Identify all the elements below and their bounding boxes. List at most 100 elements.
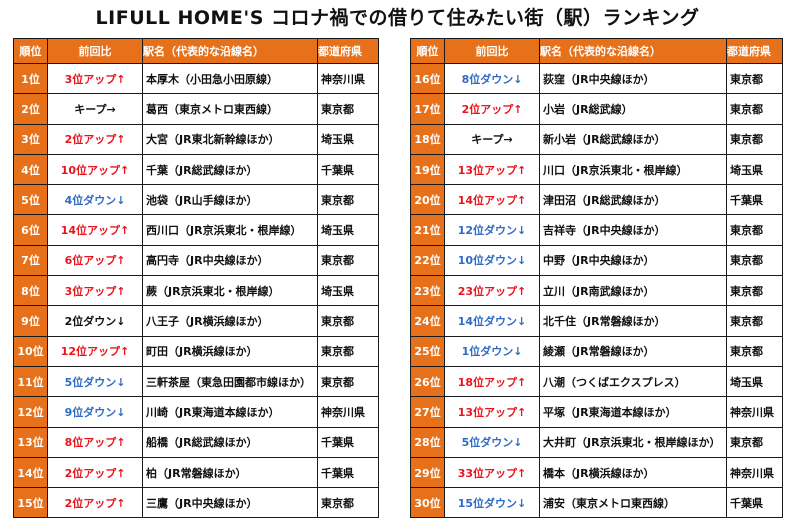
station-cell: 三軒茶屋（東急田園都市線ほか）	[142, 365, 318, 398]
rank-cell: 4位	[13, 153, 48, 186]
rank-cell: 13位	[13, 426, 48, 458]
table-row: 12位 9位ダウン↓ 川崎（JR東海道本線ほか） 神奈川県	[13, 396, 379, 428]
header-prev: 前回比	[444, 38, 540, 64]
change-cell: 9位ダウン↓	[47, 396, 143, 428]
prefecture-cell: 神奈川県	[726, 396, 783, 428]
table-row: 18位 キープ→ 新小岩（JR総武線ほか） 東京都	[410, 123, 783, 155]
prefecture-cell: 東京都	[726, 305, 783, 337]
table-row: 9位 2位ダウン↓ 八王子（JR横浜線ほか） 東京都	[13, 305, 379, 337]
station-cell: 立川（JR南武線ほか）	[539, 275, 727, 307]
rank-cell: 18位	[410, 123, 445, 155]
rank-cell: 28位	[410, 426, 445, 458]
prefecture-cell: 東京都	[317, 365, 379, 398]
rank-cell: 21位	[410, 214, 445, 246]
change-cell: 10位アップ↑	[47, 153, 143, 186]
change-cell: 2位アップ↑	[47, 487, 143, 519]
table-row: 7位 6位アップ↑ 高円寺（JR中央線ほか） 東京都	[13, 244, 379, 277]
page-title: LIFULL HOME'S コロナ禍での借りて住みたい街（駅）ランキング	[95, 7, 700, 29]
table-row: 5位 4位ダウン↓ 池袋（JR山手線ほか） 東京都	[13, 184, 379, 216]
station-cell: 三鷹（JR中央線ほか）	[142, 487, 318, 519]
table-row: 10位 12位アップ↑ 町田（JR横浜線ほか） 東京都	[13, 335, 379, 367]
table-row: 3位 2位アップ↑ 大宮（JR東北新幹線ほか） 埼玉県	[13, 123, 379, 155]
change-cell: 8位ダウン↓	[444, 62, 540, 95]
station-cell: 葛西（東京メトロ東西線）	[142, 93, 318, 125]
table-row: 22位 10位ダウン↓ 中野（JR中央線ほか） 東京都	[410, 244, 783, 277]
prefecture-cell: 東京都	[726, 123, 783, 155]
station-cell: 橋本（JR横浜線ほか）	[539, 456, 727, 489]
prefecture-cell: 東京都	[317, 487, 379, 519]
station-cell: 池袋（JR山手線ほか）	[142, 184, 318, 216]
change-cell: 2位アップ↑	[444, 93, 540, 125]
prefecture-cell: 東京都	[726, 214, 783, 246]
change-cell: 5位ダウン↓	[47, 365, 143, 398]
rank-cell: 14位	[13, 456, 48, 489]
station-cell: 小岩（JR総武線）	[539, 93, 727, 125]
rank-cell: 30位	[410, 487, 445, 519]
station-cell: 津田沼（JR総武線ほか）	[539, 184, 727, 216]
prefecture-cell: 東京都	[726, 244, 783, 277]
header-station: 駅名（代表的な沿線名）	[539, 38, 727, 64]
table-row: 19位 13位アップ↑ 川口（JR京浜東北・根岸線） 埼玉県	[410, 153, 783, 186]
table-row: 2位 キープ→ 葛西（東京メトロ東西線） 東京都	[13, 93, 379, 125]
prefecture-cell: 神奈川県	[726, 456, 783, 489]
rank-cell: 3位	[13, 123, 48, 155]
header-prev: 前回比	[47, 38, 143, 64]
station-cell: 本厚木（小田急小田原線）	[142, 62, 318, 95]
station-cell: 綾瀬（JR常磐線ほか）	[539, 335, 727, 367]
table-row: 27位 13位アップ↑ 平塚（JR東海道本線ほか） 神奈川県	[410, 396, 783, 428]
prefecture-cell: 東京都	[726, 426, 783, 458]
prefecture-cell: 埼玉県	[317, 275, 379, 307]
rank-cell: 7位	[13, 244, 48, 277]
station-cell: 川崎（JR東海道本線ほか）	[142, 396, 318, 428]
ranking-table-right: 順位 前回比 駅名（代表的な沿線名） 都道府県 16位 8位ダウン↓ 荻窪（JR中央…	[410, 38, 783, 519]
rank-cell: 8位	[13, 275, 48, 307]
rank-cell: 20位	[410, 184, 445, 216]
change-cell: キープ→	[47, 93, 143, 125]
change-cell: 3位アップ↑	[47, 275, 143, 307]
prefecture-cell: 東京都	[726, 275, 783, 307]
prefecture-cell: 千葉県	[317, 456, 379, 489]
header-prefecture: 都道府県	[317, 38, 379, 64]
station-cell: 千葉（JR総武線ほか）	[142, 153, 318, 186]
prefecture-cell: 千葉県	[726, 184, 783, 216]
rank-cell: 15位	[13, 487, 48, 519]
prefecture-cell: 東京都	[726, 93, 783, 125]
prefecture-cell: 東京都	[317, 335, 379, 367]
station-cell: 大宮（JR東北新幹線ほか）	[142, 123, 318, 155]
station-cell: 八潮（つくばエクスプレス）	[539, 365, 727, 398]
rank-cell: 12位	[13, 396, 48, 428]
station-cell: 荻窪（JR中央線ほか）	[539, 62, 727, 95]
table-row: 4位 10位アップ↑ 千葉（JR総武線ほか） 千葉県	[13, 153, 379, 186]
station-cell: 柏（JR常磐線ほか）	[142, 456, 318, 489]
rank-cell: 26位	[410, 365, 445, 398]
table-row: 8位 3位アップ↑ 蕨（JR京浜東北・根岸線） 埼玉県	[13, 275, 379, 307]
station-cell: 吉祥寺（JR中央線ほか）	[539, 214, 727, 246]
change-cell: 14位アップ↑	[444, 184, 540, 216]
prefecture-cell: 埼玉県	[726, 153, 783, 186]
table-row: 29位 33位アップ↑ 橋本（JR横浜線ほか） 神奈川県	[410, 456, 783, 489]
change-cell: キープ→	[444, 123, 540, 155]
header-prefecture: 都道府県	[726, 38, 783, 64]
rank-cell: 23位	[410, 275, 445, 307]
prefecture-cell: 東京都	[317, 93, 379, 125]
rank-cell: 6位	[13, 214, 48, 246]
table-header-row: 順位 前回比 駅名（代表的な沿線名） 都道府県	[13, 38, 379, 64]
station-cell: 中野（JR中央線ほか）	[539, 244, 727, 277]
station-cell: 町田（JR横浜線ほか）	[142, 335, 318, 367]
prefecture-cell: 東京都	[726, 335, 783, 367]
table-row: 15位 2位アップ↑ 三鷹（JR中央線ほか） 東京都	[13, 487, 379, 519]
change-cell: 18位アップ↑	[444, 365, 540, 398]
rank-cell: 25位	[410, 335, 445, 367]
station-cell: 川口（JR京浜東北・根岸線）	[539, 153, 727, 186]
change-cell: 10位ダウン↓	[444, 244, 540, 277]
prefecture-cell: 東京都	[317, 305, 379, 337]
prefecture-cell: 東京都	[317, 184, 379, 216]
prefecture-cell: 千葉県	[317, 153, 379, 186]
change-cell: 3位アップ↑	[47, 62, 143, 95]
station-cell: 八王子（JR横浜線ほか）	[142, 305, 318, 337]
table-row: 14位 2位アップ↑ 柏（JR常磐線ほか） 千葉県	[13, 456, 379, 489]
change-cell: 14位ダウン↓	[444, 305, 540, 337]
prefecture-cell: 埼玉県	[317, 214, 379, 246]
table-row: 28位 5位ダウン↓ 大井町（JR京浜東北・根岸線ほか） 東京都	[410, 426, 783, 458]
prefecture-cell: 東京都	[726, 62, 783, 95]
